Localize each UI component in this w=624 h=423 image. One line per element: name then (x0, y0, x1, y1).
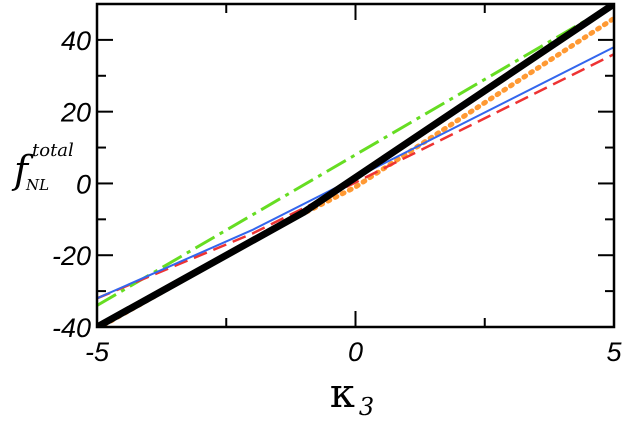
series-line-solid-thin (97, 46, 614, 300)
y-tick-label: 0 (76, 169, 91, 199)
x-tick-label: 0 (348, 337, 363, 367)
y-axis-label-sub: NL (25, 176, 49, 194)
y-axis-label-sup: total (32, 140, 74, 161)
y-tick-label: -40 (52, 313, 91, 343)
series-line-dash-dot (97, 4, 614, 307)
series-line-solid-thick (97, 4, 614, 327)
series-layer (97, 4, 614, 327)
series-line-dashed (97, 53, 614, 300)
x-tick-label: 5 (606, 337, 622, 367)
ticks-layer (96, 3, 615, 328)
y-tick-label: -20 (52, 241, 91, 271)
y-tick-label: 20 (60, 98, 91, 128)
y-tick-label: 40 (61, 26, 91, 56)
x-tick-label: -5 (85, 337, 110, 367)
